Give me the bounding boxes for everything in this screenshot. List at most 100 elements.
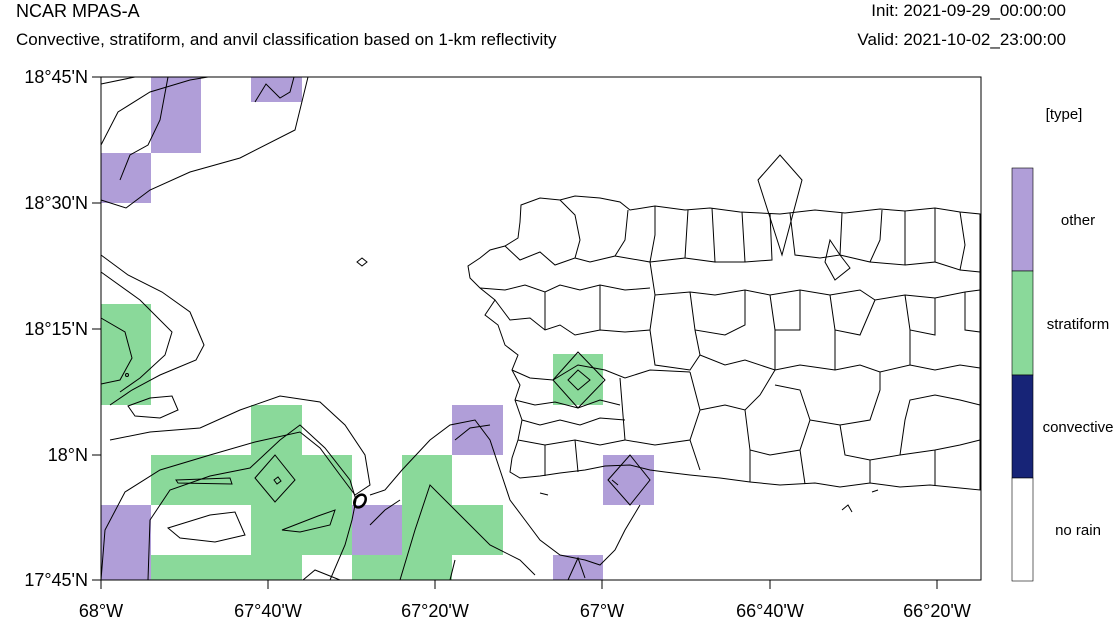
lon-label: 67°20'W [401, 601, 469, 621]
lat-label: 17°45'N [24, 570, 88, 590]
municipio-line [574, 439, 579, 473]
municipio-line [829, 294, 876, 336]
municipio-line [689, 439, 701, 471]
municipio-line [809, 372, 881, 426]
lat-ticks [92, 76, 101, 581]
contour-line [399, 484, 536, 581]
lat-tick-labels: 18°45'N 18°30'N 18°15'N 18°N 17°45'N [24, 67, 88, 590]
legend-swatch-other [1011, 167, 1034, 272]
contour-line [119, 76, 169, 181]
municipio-line [769, 290, 801, 331]
coastline-and-boundaries [467, 195, 981, 513]
contour-line [552, 351, 606, 409]
contour-line [369, 499, 401, 526]
municipio-line [904, 208, 936, 266]
reflectivity-contours [100, 76, 803, 581]
contour-line [175, 477, 233, 485]
contour-line [100, 76, 136, 85]
municipio-line [479, 284, 651, 293]
lon-label: 67°W [580, 601, 624, 621]
municipio-line [934, 211, 966, 271]
lon-label: 67°40'W [234, 601, 302, 621]
municipio-line [744, 384, 811, 456]
contour-line [356, 257, 368, 267]
stratiform-cell [151, 455, 251, 505]
municipio-line [699, 369, 776, 411]
legend-swatch-no-rain [1011, 477, 1034, 582]
contour-line [100, 271, 173, 393]
coast-bay [824, 238, 851, 281]
legend-title: [type] [1046, 106, 1083, 123]
contour-line [757, 154, 803, 257]
municipio-line [715, 211, 746, 263]
contour-line [281, 509, 336, 533]
lon-label: 66°40'W [736, 601, 804, 621]
legend-swatch-stratiform [1011, 270, 1034, 376]
municipio-line [494, 294, 656, 336]
contour-line [567, 556, 586, 581]
other-cell [251, 77, 302, 102]
municipio-line [649, 209, 689, 263]
municipio-line [514, 399, 621, 409]
stratiform-cell [151, 555, 302, 580]
stratiform-cell [402, 455, 452, 505]
contour-line [254, 454, 296, 503]
island-outline [467, 195, 981, 491]
municipio-line [904, 294, 936, 336]
coast-detail [539, 492, 549, 496]
lat-label: 18°45'N [24, 67, 88, 87]
contour-line [100, 254, 205, 406]
municipio-line [839, 209, 883, 263]
contour-blob [125, 373, 129, 377]
municipio-line [614, 206, 656, 263]
municipio-line [869, 211, 906, 266]
other-cell [352, 505, 402, 555]
other-cell [151, 77, 201, 153]
contour-line [454, 424, 491, 441]
other-cell [101, 505, 151, 580]
municipio-line [574, 209, 629, 263]
classification-cells [101, 77, 654, 580]
stratiform-cell [352, 555, 452, 580]
municipio-line [789, 212, 843, 259]
municipio-line [521, 417, 626, 426]
description-title: Convective, stratiform, and anvil classi… [16, 30, 557, 49]
legend-label-stratiform: stratiform [1047, 316, 1110, 333]
legend-label-no-rain: no rain [1055, 522, 1101, 539]
contour-line [100, 76, 209, 146]
lat-label: 18°15'N [24, 319, 88, 339]
contour-line [273, 476, 282, 485]
stratiform-cell [402, 505, 503, 555]
municipio-line [839, 394, 981, 461]
contour-line [254, 76, 295, 103]
legend-label-other: other [1061, 212, 1095, 229]
municipio-line [744, 212, 773, 263]
municipio-line [694, 329, 701, 356]
contour-line [567, 369, 591, 391]
valid-time: Valid: 2021-10-02_23:00:00 [857, 30, 1066, 49]
municipio-line [504, 199, 581, 266]
municipio-line [689, 290, 746, 336]
municipio-line [959, 269, 981, 273]
municipio-line [649, 261, 981, 301]
municipio-line [799, 449, 806, 485]
lon-tick-labels: 68°W 67°40'W 67°20'W 67°W 66°40'W 66°20'… [79, 601, 971, 621]
contour-line [166, 511, 246, 543]
lon-label: 68°W [79, 601, 123, 621]
contour-line [449, 559, 456, 581]
contour-blob [353, 493, 367, 509]
contour-line [369, 419, 641, 566]
other-cell [101, 153, 151, 203]
coast-detail [871, 489, 879, 493]
legend: [type] other stratiform convective no ra… [1011, 106, 1113, 582]
stratiform-cell [251, 505, 352, 555]
model-title: NCAR MPAS-A [16, 1, 140, 21]
municipio-line [619, 371, 701, 446]
contour-line [607, 454, 651, 506]
coast-detail [611, 479, 619, 486]
lat-label: 18°30'N [24, 193, 88, 213]
init-time: Init: 2021-09-29_00:00:00 [871, 1, 1066, 20]
contour-line [127, 395, 179, 419]
lat-label: 18°N [48, 445, 88, 465]
